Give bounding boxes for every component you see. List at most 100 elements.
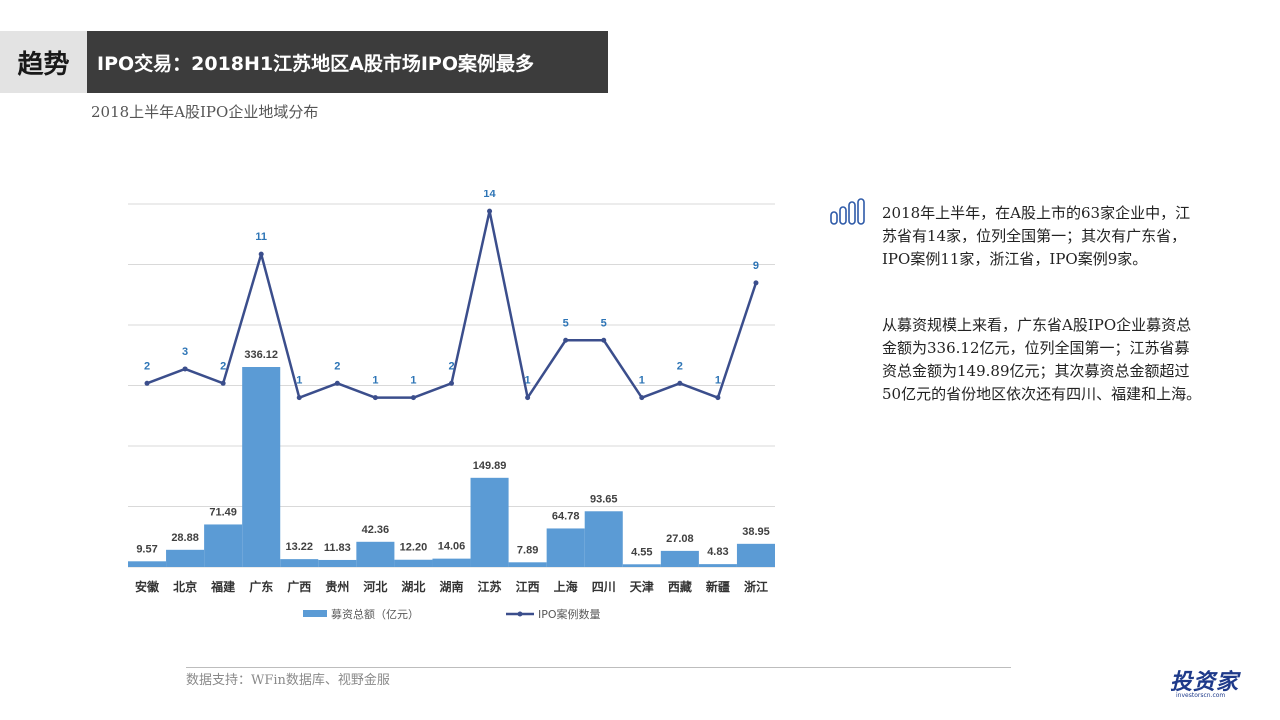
line-point: [563, 337, 569, 343]
x-tick-label: 四川: [592, 580, 616, 594]
bar: [432, 558, 471, 567]
bar: [128, 561, 167, 567]
bar-data-label: 336.12: [244, 349, 278, 361]
bar-data-label: 9.57: [136, 543, 157, 555]
logo-text: 投资家: [1170, 670, 1240, 695]
line-point: [677, 380, 683, 386]
bar-data-label: 13.22: [285, 541, 313, 553]
page-title: IPO交易：2018H1江苏地区A股市场IPO案例最多: [87, 31, 608, 93]
bar-data-label: 7.89: [517, 544, 538, 556]
x-tick-label: 新疆: [706, 579, 730, 594]
line-point: [639, 395, 645, 401]
bar: [318, 559, 357, 567]
bar-data-label: 38.95: [742, 526, 770, 538]
line-point: [372, 395, 378, 401]
legend-swatch-bar: [303, 610, 327, 617]
x-tick-label: 西藏: [668, 579, 692, 594]
bar: [356, 541, 395, 567]
line-point: [296, 395, 302, 401]
summary-paragraph-2: 从募资规模上来看，广东省A股IPO企业募资总金额为336.12亿元，位列全国第一…: [882, 316, 1202, 403]
line-point: [753, 280, 759, 286]
bar-data-label: 71.49: [209, 506, 237, 518]
logo-subtext: investorscn.com: [1176, 692, 1226, 699]
line-point: [715, 395, 721, 401]
bar: [546, 528, 585, 567]
bar: [280, 559, 319, 567]
line-data-label: 9: [753, 260, 759, 272]
x-tick-label: 天津: [630, 579, 654, 594]
x-tick-label: 安徽: [135, 579, 160, 594]
header-tag: 趋势: [0, 31, 87, 93]
bar: [166, 549, 205, 567]
footer-divider: [186, 667, 1011, 668]
bar: [660, 550, 699, 567]
line-point: [487, 208, 493, 214]
bar: [736, 543, 775, 567]
bar-data-label: 12.20: [400, 542, 428, 554]
logo: 投资家 investorscn.com: [1170, 664, 1258, 699]
legend-label-bar: 募资总额（亿元）: [331, 607, 419, 621]
x-tick-label: 广东: [249, 579, 273, 594]
bar-chart-icon: [830, 198, 866, 230]
x-tick-label: 江西: [516, 579, 540, 594]
line-data-label: 3: [182, 346, 188, 358]
x-tick-label: 江苏: [478, 579, 502, 594]
summary-paragraph-1: 2018年上半年，在A股上市的63家企业中，江苏省有14家，位列全国第一；其次有…: [882, 204, 1191, 268]
line-data-label: 1: [639, 375, 645, 387]
line-data-label: 2: [448, 360, 454, 372]
line-point: [334, 380, 340, 386]
bar: [622, 564, 661, 567]
data-source: 数据支持：WFin数据库、视野金服: [186, 673, 390, 688]
line-data-label: 2: [220, 360, 226, 372]
x-tick-label: 福建: [210, 579, 236, 594]
line-data-label: 2: [144, 360, 150, 372]
line-data-label: 1: [715, 375, 721, 387]
line-point: [601, 337, 607, 343]
bar-data-label: 11.83: [324, 542, 351, 554]
bar-data-label: 93.65: [590, 493, 618, 505]
bar-data-label: 27.08: [666, 533, 694, 545]
legend-label-line: IPO案例数量: [538, 607, 601, 621]
bar-data-label: 28.88: [171, 532, 199, 544]
line-data-label: 2: [677, 360, 683, 372]
chart: 9.57 28.88 71.49 336.12 13.22 11.83 42.36 12.20…: [128, 190, 775, 621]
bar: [470, 477, 509, 567]
line-point: [182, 366, 188, 372]
bar: [204, 524, 243, 567]
line-point: [258, 251, 264, 257]
bar-data-label: 149.89: [473, 460, 507, 472]
bar: [242, 367, 281, 567]
line-point: [220, 380, 226, 386]
line-point: [144, 380, 150, 386]
bar-data-label: 42.36: [362, 524, 390, 536]
line-data-label: 1: [410, 375, 416, 387]
x-tick-label: 上海: [554, 579, 578, 594]
line-point: [525, 395, 531, 401]
line-data-label: 11: [255, 231, 267, 243]
line-data-label: 1: [296, 375, 302, 387]
bar-data-label: 4.83: [707, 546, 728, 558]
line-data-label: 14: [483, 190, 496, 200]
x-tick-label: 广西: [287, 579, 311, 594]
bar: [394, 559, 433, 567]
line-data-label: 5: [601, 317, 607, 329]
bar: [584, 511, 623, 567]
x-tick-label: 浙江: [744, 579, 768, 594]
x-tick-label: 湖北: [401, 579, 425, 594]
line-data-label: 2: [334, 360, 340, 372]
bar-data-label: 64.78: [552, 510, 580, 522]
x-tick-label: 湖南: [439, 579, 463, 594]
bar-data-label: 4.55: [631, 546, 652, 558]
x-tick-label: 河北: [362, 579, 387, 594]
legend-marker-line: [517, 611, 523, 617]
x-tick-label: 北京: [173, 579, 197, 594]
bar: [508, 562, 547, 567]
bar: [698, 564, 737, 567]
line-data-label: 1: [525, 375, 531, 387]
line-data-label: 1: [372, 375, 378, 387]
x-tick-label: 贵州: [325, 579, 349, 594]
line-point: [410, 395, 416, 401]
line-data-label: 5: [563, 317, 569, 329]
line-point: [449, 380, 454, 386]
chart-subtitle: 2018上半年A股IPO企业地域分布: [91, 103, 319, 121]
